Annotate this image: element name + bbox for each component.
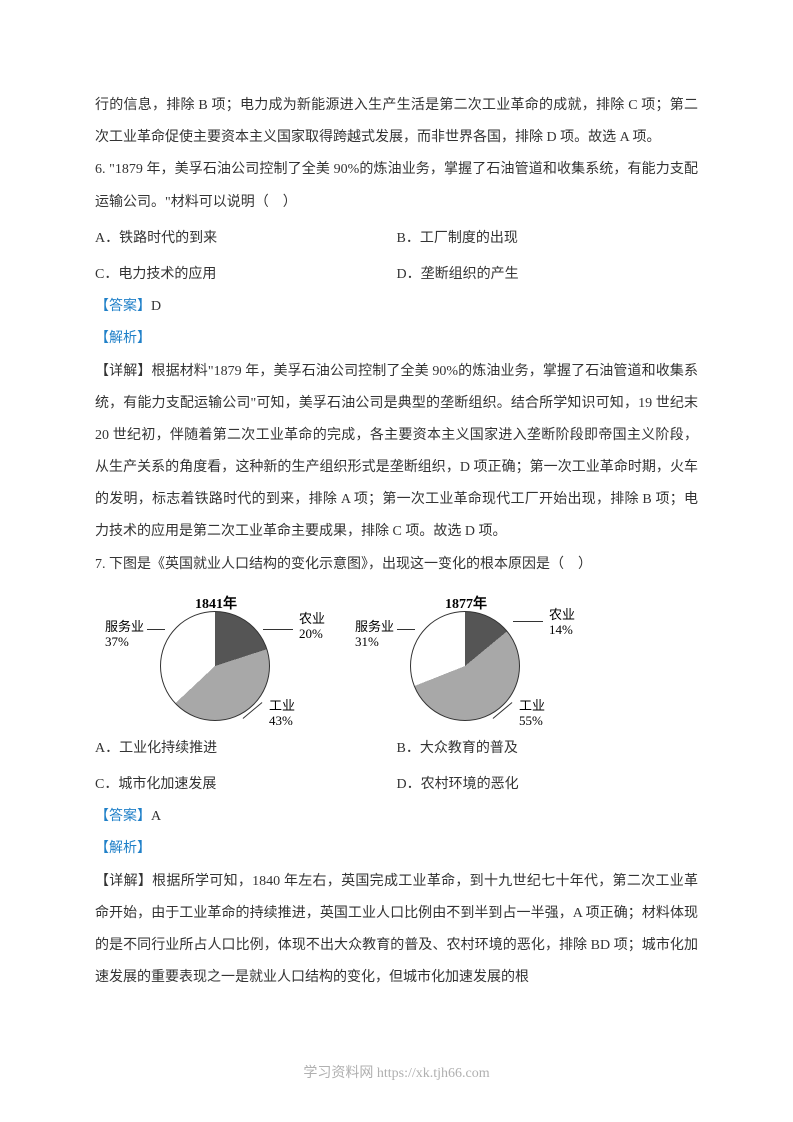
q7-optA: A．工业化持续推进 — [95, 733, 397, 765]
pie-charts: 1841年 服务业 37% 农业 20% 工业 43% 1877年 服务业 31… — [95, 589, 698, 729]
q6-options-row1: A．铁路时代的到来 B．工厂制度的出现 — [95, 223, 698, 255]
q7-optB: B．大众教育的普及 — [397, 733, 699, 765]
q6-optB: B．工厂制度的出现 — [397, 223, 699, 255]
chart1-pie — [160, 611, 270, 721]
chart-1877: 1877年 服务业 31% 农业 14% 工业 55% — [355, 589, 575, 729]
q7-optC: C．城市化加速发展 — [95, 769, 397, 801]
q6-options-row2: C．电力技术的应用 D．垄断组织的产生 — [95, 259, 698, 291]
q6-answer: D — [151, 299, 161, 314]
q7-answer-line: 【答案】A — [95, 801, 698, 833]
chart2-label-services: 服务业 31% — [355, 619, 394, 650]
q6-optA: A．铁路时代的到来 — [95, 223, 397, 255]
chart2-label-industry: 工业 55% — [519, 698, 545, 729]
chart1-label-services: 服务业 37% — [105, 619, 144, 650]
q7-answer: A — [151, 809, 161, 824]
q6-answer-line: 【答案】D — [95, 291, 698, 323]
chart2-lead-agriculture — [513, 621, 543, 622]
chart2-pie — [410, 611, 520, 721]
q6-analysis-label: 【解析】 — [95, 323, 698, 355]
q6-detail: 【详解】根据材料"1879 年，美孚石油公司控制了全美 90%的炼油业务，掌握了… — [95, 356, 698, 549]
q6-answer-label: 【答案】 — [95, 299, 151, 314]
q7-options-row2: C．城市化加速发展 D．农村环境的恶化 — [95, 769, 698, 801]
q6-optC: C．电力技术的应用 — [95, 259, 397, 291]
q7-optD: D．农村环境的恶化 — [397, 769, 699, 801]
q7-answer-label: 【答案】 — [95, 809, 151, 824]
chart1-lead-services — [147, 629, 165, 630]
q6-stem: 6. "1879 年，美孚石油公司控制了全美 90%的炼油业务，掌握了石油管道和… — [95, 154, 698, 218]
q7-options-row1: A．工业化持续推进 B．大众教育的普及 — [95, 733, 698, 765]
chart1-label-industry: 工业 43% — [269, 698, 295, 729]
q7-stem: 7. 下图是《英国就业人口结构的变化示意图》，出现这一变化的根本原因是（ ） — [95, 549, 698, 581]
chart1-label-agriculture: 农业 20% — [299, 611, 325, 642]
q7-analysis-label: 【解析】 — [95, 833, 698, 865]
chart1-lead-agriculture — [263, 629, 293, 630]
footer-watermark: 学习资料网 https://xk.tjh66.com — [0, 1062, 793, 1082]
chart2-lead-services — [397, 629, 415, 630]
q6-optD: D．垄断组织的产生 — [397, 259, 699, 291]
intro-paragraph: 行的信息，排除 B 项；电力成为新能源进入生产生活是第二次工业革命的成就，排除 … — [95, 90, 698, 154]
q7-detail: 【详解】根据所学可知，1840 年左右，英国完成工业革命，到十九世纪七十年代，第… — [95, 866, 698, 995]
chart2-label-agriculture: 农业 14% — [549, 607, 575, 638]
chart-1841: 1841年 服务业 37% 农业 20% 工业 43% — [105, 589, 325, 729]
